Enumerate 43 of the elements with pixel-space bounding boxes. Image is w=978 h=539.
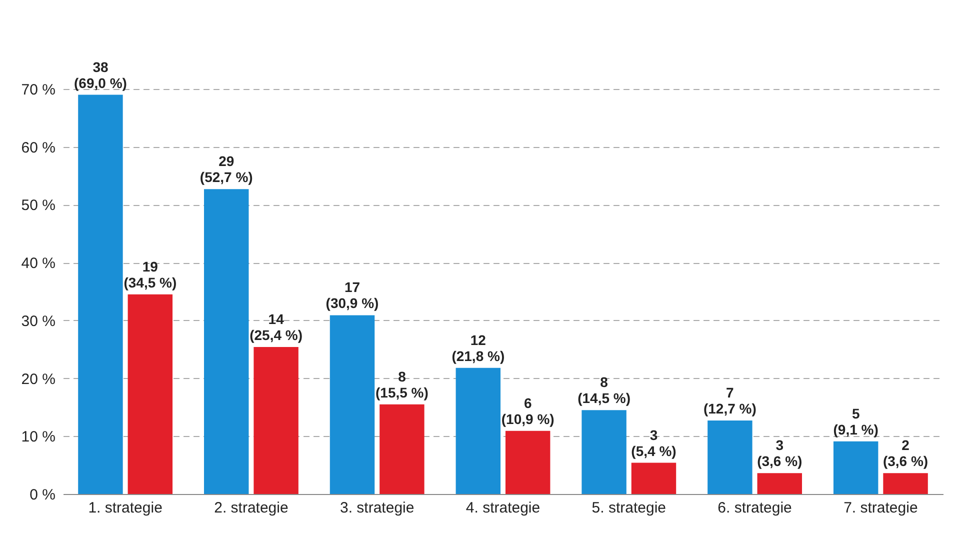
bar bbox=[380, 404, 424, 494]
bar bbox=[78, 94, 123, 494]
data-label: 8 (15,5 %) bbox=[375, 368, 428, 400]
bar bbox=[128, 294, 173, 494]
y-tick-label: 40 % bbox=[21, 255, 56, 272]
y-tick-label: 10 % bbox=[21, 428, 56, 446]
x-tick-label: 6. strategie bbox=[718, 500, 792, 516]
data-label: 17 (30,9 %) bbox=[326, 279, 379, 312]
bar bbox=[456, 368, 501, 494]
x-tick-label: 3. strategie bbox=[340, 500, 414, 516]
y-tick-label: 50 % bbox=[21, 197, 56, 214]
data-label: 8 (14,5 %) bbox=[578, 374, 631, 406]
bar bbox=[204, 189, 249, 494]
y-tick-label: 60 % bbox=[21, 139, 56, 156]
data-label: 3 (3,6 %) bbox=[757, 437, 802, 470]
y-tick-label: 70 % bbox=[21, 82, 56, 98]
data-label: 12 (21,8 %) bbox=[452, 332, 505, 364]
bar bbox=[254, 347, 298, 494]
data-label: 14 (25,4 %) bbox=[250, 311, 303, 344]
data-label: 6 (10,9 %) bbox=[501, 394, 554, 427]
data-label: 38 (69,0 %) bbox=[74, 58, 127, 91]
bar bbox=[883, 473, 928, 494]
x-tick-label: 1. strategie bbox=[88, 500, 162, 516]
y-tick-label: 0 % bbox=[30, 486, 56, 504]
bar bbox=[330, 315, 375, 494]
data-label: 19 (34,5 %) bbox=[124, 258, 177, 290]
y-tick-label: 20 % bbox=[21, 370, 56, 388]
data-label: 29 (52,7 %) bbox=[200, 153, 253, 186]
bar bbox=[631, 462, 676, 494]
bar bbox=[582, 410, 626, 494]
x-tick-label: 4. strategie bbox=[466, 500, 540, 516]
data-label: 3 (5,4 %) bbox=[631, 426, 676, 459]
data-label: 7 (12,7 %) bbox=[703, 384, 756, 417]
data-label: 2 (3,6 %) bbox=[882, 437, 928, 470]
bar bbox=[505, 430, 550, 494]
data-label: 5 (9,1 %) bbox=[833, 405, 878, 438]
bar bbox=[833, 441, 878, 494]
bar bbox=[708, 420, 752, 494]
y-tick-label: 30 % bbox=[21, 312, 56, 330]
x-tick-label: 2. strategie bbox=[214, 500, 288, 516]
bar bbox=[757, 473, 802, 494]
x-tick-label: 7. strategie bbox=[844, 500, 918, 516]
x-tick-label: 5. strategie bbox=[592, 500, 666, 516]
